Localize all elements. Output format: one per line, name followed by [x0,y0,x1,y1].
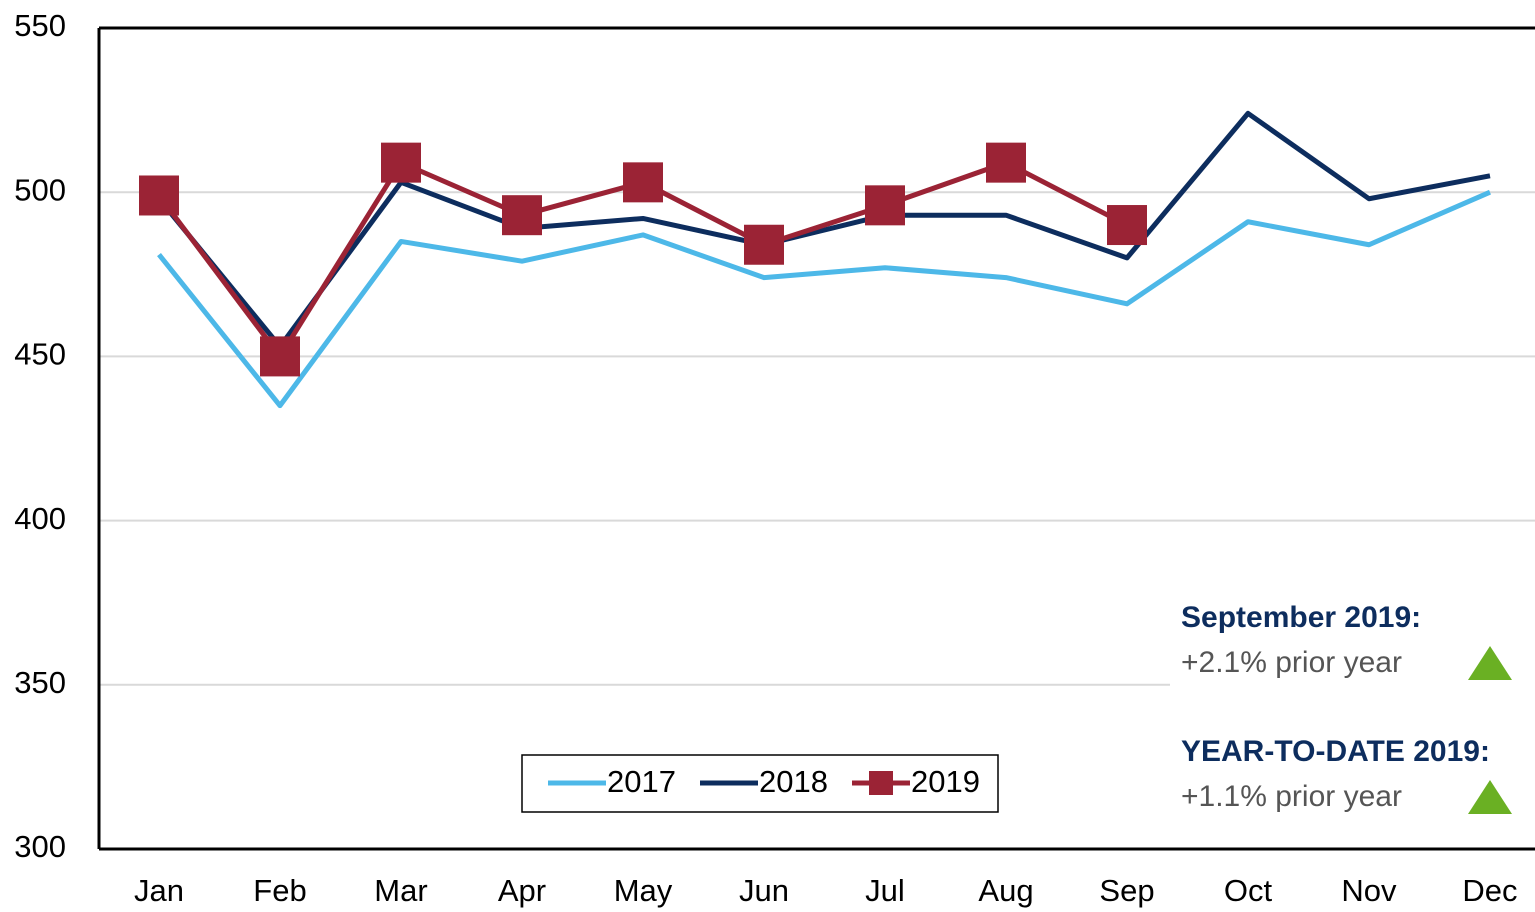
marker [139,175,179,216]
x-tick-label: Jan [134,873,184,908]
annotation-title: September 2019: [1181,601,1421,634]
x-tick-label: Aug [978,873,1033,908]
x-tick-label: Sep [1099,873,1154,908]
line-series [157,189,1491,409]
x-tick-label: Jul [865,873,905,908]
y-tick-label: 300 [14,829,66,864]
y-tick-label: 550 [14,8,66,43]
marker [865,185,905,226]
up-triangle [1468,646,1512,680]
marker [744,224,784,265]
y-tick-label: 350 [14,665,66,700]
marker [623,162,663,203]
marker [1107,205,1147,246]
x-tick-label: Mar [374,873,427,908]
annotation-text: +2.1% prior year [1181,646,1402,679]
legend-label: 2017 [607,764,676,799]
x-tick-label: Apr [498,873,546,908]
x-tick-label: Feb [253,873,306,908]
y-tick-label: 450 [14,337,66,372]
x-tick-label: Oct [1224,873,1273,908]
marker [381,142,421,183]
legend-marker [869,771,893,795]
y-tick-label: 500 [14,172,66,207]
legend-label: 2018 [759,764,828,799]
annotation-title: YEAR-TO-DATE 2019: [1181,735,1490,768]
annotation-background [1170,590,1535,830]
up-triangle [1468,780,1512,814]
marker [502,195,542,236]
marker [260,336,300,377]
x-tick-label: May [614,873,673,908]
line-series [157,110,1491,350]
marker [986,142,1026,183]
legend-label: 2019 [911,764,980,799]
annotation-text: +1.1% prior year [1181,780,1402,813]
x-tick-label: Dec [1462,873,1517,908]
y-tick-label: 400 [14,501,66,536]
x-tick-label: Nov [1341,873,1397,908]
x-tick-label: Jun [739,873,789,908]
